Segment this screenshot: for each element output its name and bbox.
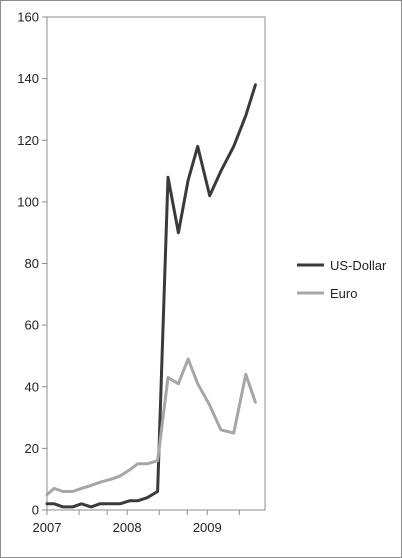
series-lines xyxy=(45,83,257,509)
y-tick-label: 80 xyxy=(25,256,39,271)
y-tick-label: 120 xyxy=(17,133,39,148)
y-tick-label: 100 xyxy=(17,194,39,209)
y-tick-label: 60 xyxy=(25,318,39,333)
x-tick-label: 2009 xyxy=(193,520,222,535)
legend: US-Dollar Euro xyxy=(297,258,387,301)
y-tick-label: 160 xyxy=(17,10,39,25)
series-line-euro xyxy=(45,357,257,497)
y-tick-label: 20 xyxy=(25,441,39,456)
legend-label: Euro xyxy=(330,286,357,301)
x-axis-ticks: 2007 2008 2009 xyxy=(33,510,240,535)
x-tick-label: 2008 xyxy=(113,520,142,535)
y-axis-ticks: 0 20 40 60 80 100 120 140 160 xyxy=(17,10,47,518)
x-tick-label: 2007 xyxy=(33,520,62,535)
plot-area xyxy=(46,16,266,511)
series-line-us-dollar xyxy=(45,83,257,509)
legend-label: US-Dollar xyxy=(330,258,387,273)
axes xyxy=(46,16,266,511)
y-tick-label: 140 xyxy=(17,71,39,86)
y-tick-label: 40 xyxy=(25,379,39,394)
y-tick-label: 0 xyxy=(32,503,39,518)
